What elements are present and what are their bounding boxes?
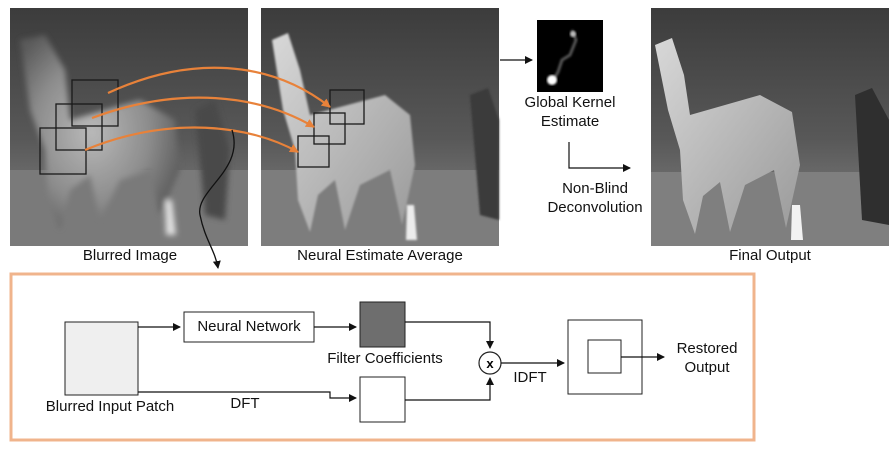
neural-average-caption: Neural Estimate Average [297, 247, 463, 264]
kernel-caption-line2: Estimate [540, 113, 600, 130]
filter-coefficients-label: Filter Coefficients [327, 350, 443, 367]
blurred-image [10, 8, 248, 246]
dft-output-box [359, 376, 406, 423]
arrow-to-final [568, 142, 631, 172]
global-kernel-estimate-image [537, 20, 603, 92]
kernel-caption-line1: Global Kernel [524, 94, 616, 111]
blurred-image-caption: Blurred Image [82, 247, 178, 264]
restored-output-inner-box [587, 339, 622, 374]
blurred-input-patch-box [64, 321, 139, 396]
restored-output-label-line1: Restored [676, 340, 738, 357]
final-output-caption: Final Output [729, 247, 811, 264]
patch-arrows [84, 66, 331, 153]
filter-coefficients-box [359, 301, 406, 348]
restored-output-label-line2: Output [684, 359, 730, 376]
blurred-input-patch-label: Blurred Input Patch [45, 398, 175, 415]
neural-network-label: Neural Network [197, 318, 301, 335]
deconv-label-line1: Non-Blind [562, 180, 628, 197]
final-output-image [651, 8, 889, 246]
dft-label: DFT [230, 395, 260, 412]
deconv-label-line2: Deconvolution [547, 199, 643, 216]
arrow-to-pipeline [199, 129, 235, 269]
pipeline-arrows [138, 321, 665, 402]
multiply-symbol: x [486, 356, 494, 371]
neural-estimate-average-image [261, 8, 499, 246]
idft-label: IDFT [513, 369, 547, 386]
